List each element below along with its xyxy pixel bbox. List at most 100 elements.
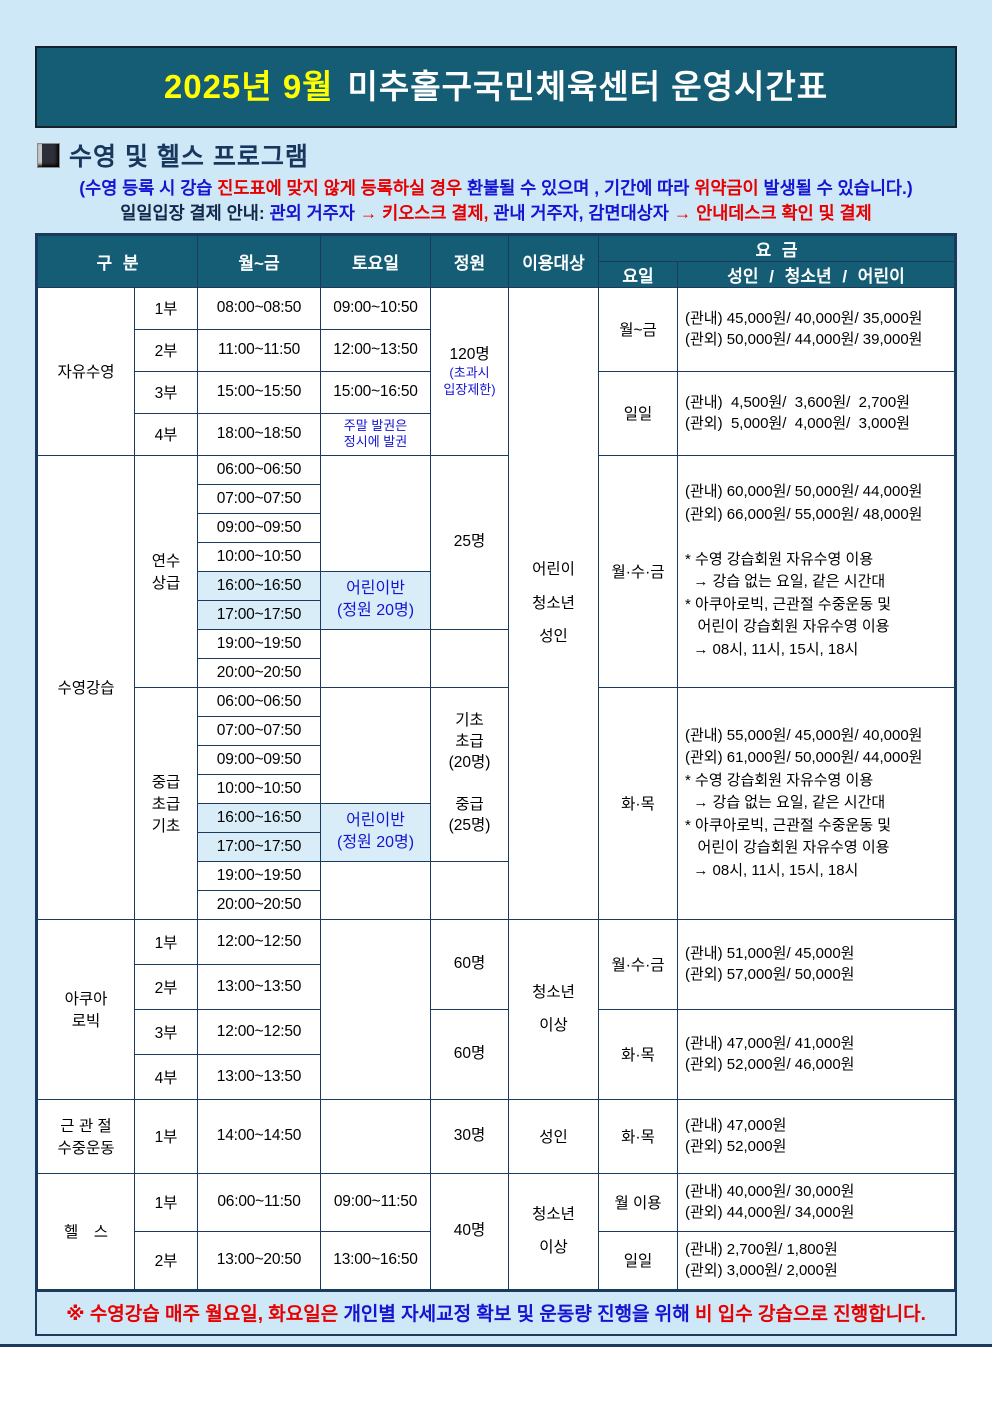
table-row: 16:00~16:50 어린이반 (정원 20명) [38, 570, 955, 630]
weekday-time: 08:00~08:50 [197, 286, 322, 330]
lesson-time: 10:00~10:50 [197, 773, 322, 804]
part-label: 1부 [133, 1098, 199, 1174]
table-row: 10:00~10:50 [38, 541, 955, 572]
lesson-time: 06:00~06:50 [197, 686, 322, 717]
part-label: 3부 [133, 370, 199, 414]
table-row: 17:00~17:50 [38, 599, 955, 630]
saturday-time: 12:00~13:50 [320, 328, 432, 372]
category-lesson: 수영강습 [37, 454, 135, 920]
lesson-time: 10:00~10:50 [197, 541, 322, 572]
weekday-time: 15:00~15:50 [197, 370, 322, 414]
saturday-empty [320, 918, 432, 1100]
level-beginner: 중급 초급 기초 [133, 686, 199, 920]
weekday-time: 13:00~13:50 [197, 963, 322, 1010]
table-row: 17:00~17:50 [38, 831, 955, 862]
capacity-cell: 기초 초급 (20명) 중급 (25명) [430, 686, 510, 862]
saturday-empty [320, 1098, 432, 1174]
saturday-empty [320, 628, 432, 688]
target-joint: 성인 [508, 1098, 600, 1174]
table-row: 3부 15:00~15:50 15:00~16:50 일일 (관내) 4,500… [38, 370, 955, 456]
lesson-time: 19:00~19:50 [197, 860, 322, 891]
category-free-swim: 자유수영 [37, 286, 135, 456]
saturday-empty [320, 686, 432, 804]
capacity-cell: 60명 [430, 918, 510, 1010]
capacity-cell: 40명 [430, 1172, 510, 1290]
weekday-time: 18:00~18:50 [197, 412, 322, 456]
weekday-time: 12:00~12:50 [197, 1008, 322, 1055]
table-row: 3부 12:00~12:50 60명 화·목 (관내) 47,000원/ 41,… [38, 1008, 955, 1100]
fee-day: 월 이용 [598, 1172, 679, 1232]
table-row: 20:00~20:50 [38, 889, 955, 920]
part-label: 4부 [133, 412, 199, 456]
capacity-cell: 60명 [430, 1008, 510, 1100]
fee-day: 화·목 [598, 686, 679, 920]
lesson-time-kids: 17:00~17:50 [197, 831, 322, 862]
table-row: 16:00~16:50 어린이반 (정원 20명) [38, 802, 955, 862]
title-month: 2025년 9월 [163, 68, 334, 105]
level-advanced: 연수 상급 [133, 454, 199, 688]
lesson-time: 09:00~09:50 [197, 744, 322, 775]
schedule-table: 구 분 월~금 토요일 정원 이용대상 요 금 요일 성인 / 청소년 / 어린… [36, 234, 955, 1290]
col-header-capacity: 정원 [430, 234, 510, 288]
fee-price: (관내) 4,500원/ 3,600원/ 2,700원 (관외) 5,000원/… [677, 370, 955, 456]
category-aqua: 아쿠아 로빅 [37, 918, 135, 1100]
table-row: 20:00~20:50 [38, 657, 955, 688]
weekday-time: 13:00~13:50 [197, 1053, 322, 1100]
schedule-document: 2025년 9월 미추홀구국민체육센터 운영시간표 수영 및 헬스 프로그램 (수… [0, 0, 992, 1347]
saturday-time: 15:00~16:50 [320, 370, 432, 414]
saturday-time: 13:00~16:50 [320, 1230, 432, 1290]
fee-price: (관내) 55,000원/ 45,000원/ 40,000원 (관외) 61,0… [677, 686, 955, 920]
kids-class-cell: 어린이반 (정원 20명) [320, 570, 432, 630]
table-row: 2부 13:00~20:50 13:00~16:50 일일 (관내) 2,700… [38, 1230, 955, 1290]
table-row: 09:00~09:50 [38, 744, 955, 775]
fee-price: (관내) 2,700원/ 1,800원 (관외) 3,000원/ 2,000원 [677, 1230, 955, 1290]
capacity-note: (초과시 입장제한) [443, 365, 496, 397]
section-heading-row: 수영 및 헬스 프로그램 [37, 137, 957, 173]
part-label: 4부 [133, 1053, 199, 1100]
part-label: 2부 [133, 328, 199, 372]
target-aqua: 청소년 이상 [508, 918, 600, 1100]
table-row: 중급 초급 기초 06:00~06:50 기초 초급 (20명) 중급 (25명… [38, 686, 955, 920]
saturday-empty [320, 860, 432, 920]
fee-day: 화·목 [598, 1098, 679, 1174]
weekday-time: 13:00~20:50 [197, 1230, 322, 1290]
col-header-fee-price: 성인 / 청소년 / 어린이 [677, 260, 955, 288]
weekday-time: 12:00~12:50 [197, 918, 322, 965]
square-bullet-icon [37, 142, 60, 168]
col-header-target: 이용대상 [508, 234, 600, 288]
lesson-time: 07:00~07:50 [197, 483, 322, 514]
capacity-cell: 25명 [430, 454, 510, 630]
col-header-category: 구 분 [36, 234, 199, 288]
table-frame: 구 분 월~금 토요일 정원 이용대상 요 금 요일 성인 / 청소년 / 어린… [35, 232, 957, 1336]
capacity-empty [430, 628, 510, 688]
col-header-fee-day: 요일 [598, 260, 679, 288]
part-label: 2부 [133, 1230, 199, 1290]
saturday-time: 09:00~11:50 [320, 1172, 432, 1232]
part-label: 1부 [133, 1172, 199, 1232]
title-text: 미추홀구국민체육센터 운영시간표 [347, 68, 829, 105]
lesson-time-kids: 17:00~17:50 [197, 599, 322, 630]
table-row: 19:00~19:50 [38, 628, 955, 688]
table-row: 2부 13:00~13:50 [38, 963, 955, 1010]
capacity-empty [430, 860, 510, 920]
col-header-saturday: 토요일 [320, 234, 432, 288]
capacity-cell: 120명 (초과시 입장제한) [430, 286, 510, 456]
table-row: 19:00~19:50 [38, 860, 955, 920]
table-row: 수영강습 연수 상급 06:00~06:50 25명 월·수·금 (관내) 60… [37, 454, 955, 920]
fee-price: (관내) 45,000원/ 40,000원/ 35,000원 (관외) 50,0… [677, 286, 955, 372]
weekday-time: 14:00~14:50 [197, 1098, 322, 1174]
target-swim: 어린이 청소년 성인 [508, 286, 600, 920]
col-header-fee: 요 금 [598, 234, 955, 262]
fee-price: (관내) 51,000원/ 45,000원 (관외) 57,000원/ 50,0… [677, 918, 955, 1010]
page-title: 2025년 9월 미추홀구국민체육센터 운영시간표 [35, 46, 957, 128]
fee-day: 월·수·금 [598, 454, 679, 688]
category-joint: 근 관 절 수중운동 [37, 1098, 135, 1174]
part-label: 1부 [133, 286, 199, 330]
fee-day: 월~금 [598, 286, 679, 372]
capacity-cell: 30명 [430, 1098, 510, 1174]
part-label: 2부 [133, 963, 199, 1010]
fee-day: 월·수·금 [598, 918, 679, 1010]
lesson-time: 06:00~06:50 [197, 454, 322, 485]
dry-land-lesson-note: ※ 수영강습 매주 월요일, 화요일은 개인별 자세교정 확보 및 운동량 진행… [37, 1289, 955, 1334]
table-row: 근 관 절 수중운동 1부 14:00~14:50 30명 성인 화·목 (관내… [37, 1098, 955, 1174]
